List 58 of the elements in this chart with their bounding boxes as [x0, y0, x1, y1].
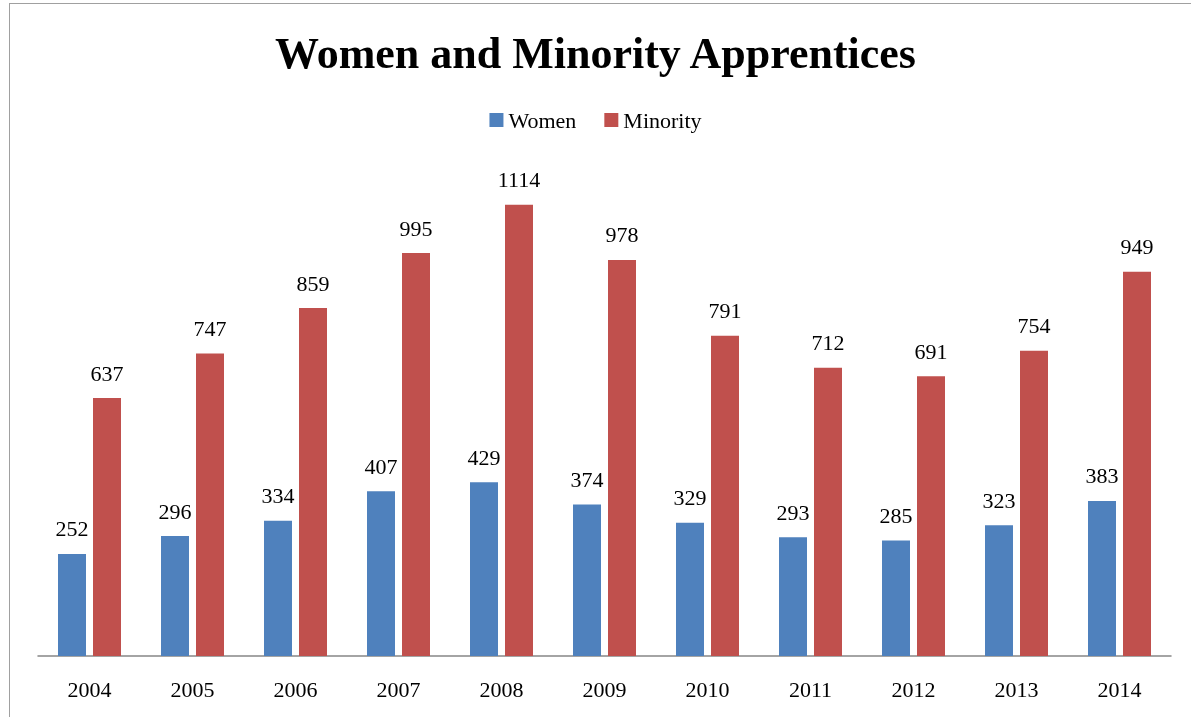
bar: [299, 308, 327, 656]
data-label: 429: [467, 444, 501, 470]
data-label: 691: [914, 338, 948, 364]
data-label: 329: [673, 485, 707, 511]
bar: [93, 398, 121, 656]
x-tick-label: 2004: [67, 676, 112, 702]
data-label: 252: [55, 516, 89, 542]
data-label: 293: [776, 499, 810, 525]
x-tick-label: 2013: [994, 676, 1039, 702]
bar: [470, 482, 498, 656]
x-tick-label: 2005: [170, 676, 215, 702]
bar: [1088, 500, 1116, 656]
x-tick-label: 2011: [788, 676, 833, 702]
x-tick-label: 2009: [582, 676, 627, 702]
bar: [58, 553, 86, 656]
x-tick-label: 2006: [273, 676, 318, 702]
x-tick-label: 2007: [376, 676, 421, 702]
bar: [402, 253, 430, 656]
bar: [985, 525, 1013, 656]
bar: [882, 540, 910, 656]
x-tick-label: 2014: [1097, 676, 1142, 702]
bar: [917, 376, 945, 656]
x-tick-label: 2010: [685, 676, 730, 702]
bar: [196, 353, 224, 656]
bar: [161, 536, 189, 656]
bar: [608, 259, 636, 656]
data-label: 374: [570, 467, 604, 493]
bar: [573, 504, 601, 656]
bar: [367, 491, 395, 656]
bar: [676, 522, 704, 656]
chart-title: Women and Minority Apprentices: [275, 28, 916, 78]
bar: [1123, 271, 1151, 656]
data-label: 747: [193, 315, 227, 341]
data-label: 285: [879, 503, 913, 529]
bar: [264, 520, 292, 656]
data-label: 712: [811, 330, 845, 356]
data-label: 383: [1085, 463, 1119, 489]
data-label: 791: [708, 298, 742, 324]
data-label: 1114: [497, 167, 541, 193]
data-label: 296: [158, 498, 192, 524]
data-label: 949: [1120, 234, 1154, 260]
data-label: 995: [399, 215, 433, 241]
x-tick-label: 2008: [479, 676, 524, 702]
data-label: 754: [1017, 313, 1051, 339]
data-label: 859: [296, 270, 330, 296]
data-label: 637: [90, 360, 124, 386]
bar: [1020, 350, 1048, 656]
data-label: 334: [261, 483, 295, 509]
data-label: 407: [364, 453, 398, 479]
bar: [814, 367, 842, 656]
x-tick-label: 2012: [891, 676, 936, 702]
legend-label: Minority: [623, 107, 702, 133]
bar: [711, 335, 739, 656]
legend-label: Women: [508, 107, 577, 133]
data-label: 978: [605, 222, 639, 248]
bar: [505, 204, 533, 656]
data-label: 323: [982, 487, 1016, 513]
bar: [779, 537, 807, 656]
